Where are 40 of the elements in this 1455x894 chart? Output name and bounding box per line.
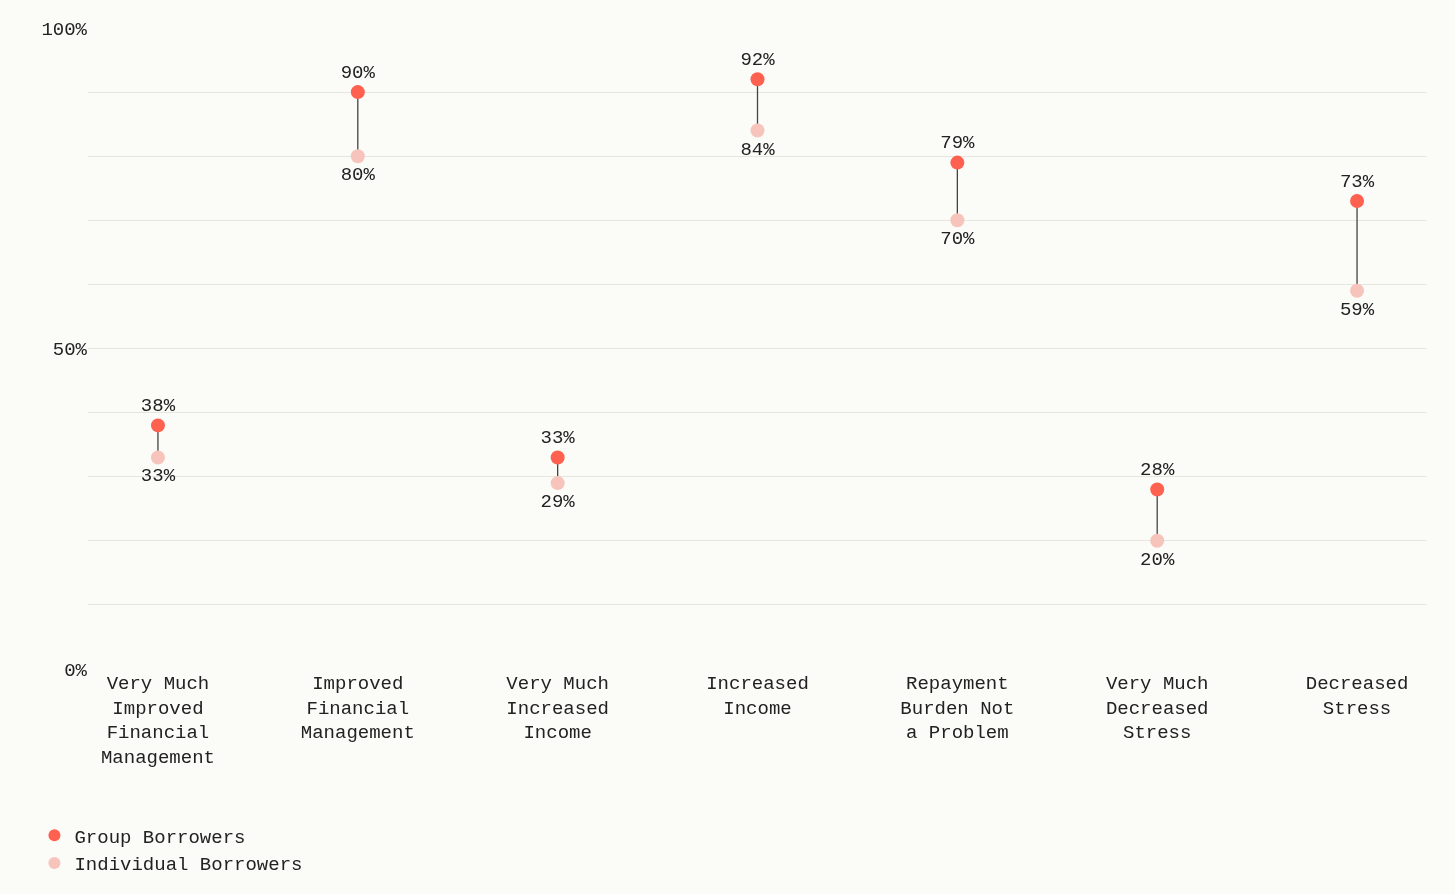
- data-label: 73%: [1339, 170, 1375, 193]
- point: [550, 450, 565, 465]
- point: [350, 149, 365, 164]
- data-label: 33%: [140, 465, 176, 488]
- point: [1350, 283, 1365, 298]
- data-label: 33%: [540, 426, 576, 449]
- y-tick-label: 50%: [52, 339, 88, 362]
- data-label: 29%: [540, 491, 576, 514]
- x-tick-label: Very Much Decreased Stress: [1105, 673, 1209, 745]
- data-label: 38%: [140, 394, 176, 417]
- point: [550, 476, 565, 491]
- data-label: 28%: [1140, 459, 1175, 482]
- y-tick-label: 0%: [64, 659, 88, 682]
- point: [350, 85, 365, 100]
- point: [950, 213, 965, 228]
- point: [150, 450, 165, 465]
- x-tick-label: Repayment Burden Not a Problem: [900, 673, 1015, 745]
- data-label: 80%: [340, 164, 376, 187]
- point: [750, 72, 765, 87]
- x-tick-label: Increased Income: [706, 673, 809, 720]
- legend-label: Group Borrowers: [74, 826, 246, 849]
- data-label: 20%: [1140, 548, 1175, 571]
- point: [150, 418, 165, 433]
- point: [1350, 194, 1365, 209]
- data-label: 59%: [1339, 298, 1375, 321]
- x-tick-label: Improved Financial Management: [300, 673, 415, 745]
- point: [1150, 482, 1165, 497]
- y-tick-label: 100%: [41, 18, 88, 41]
- data-label: 90%: [340, 61, 376, 84]
- data-label: 84%: [740, 138, 776, 161]
- point: [950, 155, 965, 170]
- x-tick-label: Decreased Stress: [1305, 673, 1409, 720]
- data-label: 70%: [940, 228, 976, 251]
- data-label: 79%: [940, 132, 976, 155]
- x-tick-label: Very Much Increased Income: [506, 673, 609, 745]
- point: [750, 123, 765, 138]
- point: [1150, 533, 1165, 548]
- data-label: 92%: [740, 48, 776, 71]
- legend-label: Individual Borrowers: [74, 854, 303, 877]
- x-tick-label: Very Much Improved Financial Management: [100, 673, 215, 770]
